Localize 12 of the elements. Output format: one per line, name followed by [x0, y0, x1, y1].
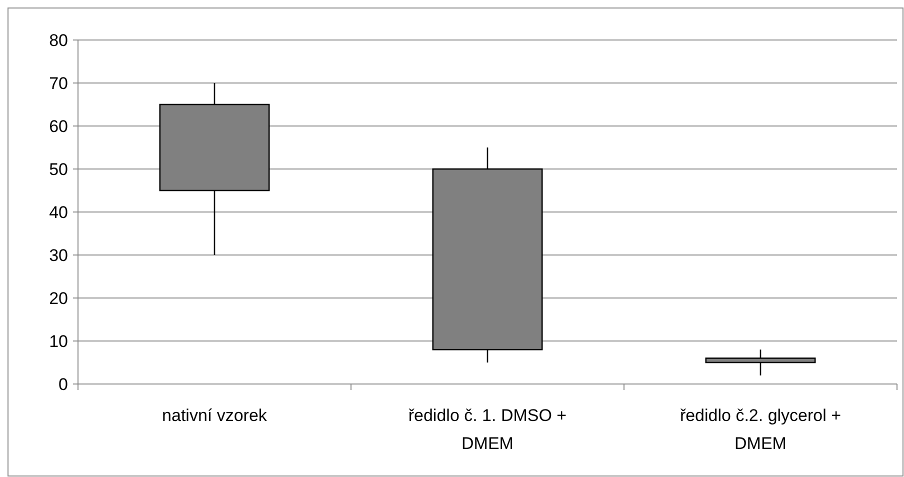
x-tick-label: ředidlo č.2. glycerol + DMEM	[680, 406, 842, 453]
y-tick-label: 0	[58, 374, 68, 394]
y-tick-label: 80	[49, 30, 68, 50]
y-tick-label: 10	[49, 332, 68, 351]
x-tick-label: nativní vzorek	[162, 406, 268, 425]
y-tick-label: 60	[49, 116, 68, 136]
y-tick-label: 50	[49, 160, 68, 179]
y-tick-label: 70	[49, 74, 68, 93]
x-tick-label: ředidlo č. 1. DMSO + DMEM	[408, 406, 567, 453]
y-tick-label: 30	[49, 246, 68, 265]
y-tick-label: 40	[49, 202, 68, 222]
y-tick-label: 20	[49, 288, 68, 308]
